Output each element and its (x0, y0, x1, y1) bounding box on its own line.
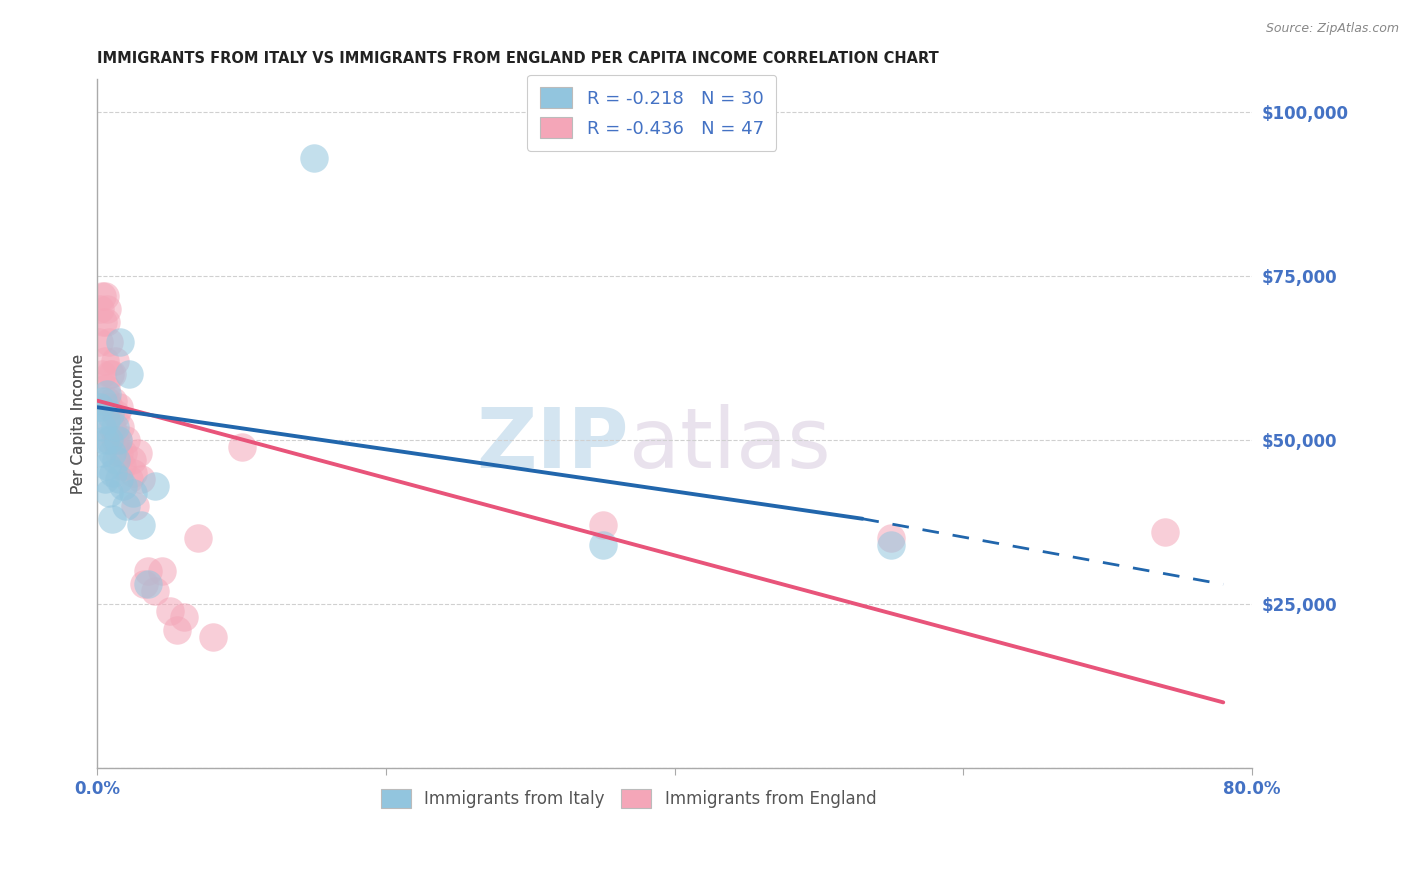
Point (101, 512, 124, 526)
Point (592, 518, 614, 533)
Point (122, 485, 145, 500)
Y-axis label: Per Capita Income: Per Capita Income (72, 353, 86, 493)
Point (110, 420, 132, 434)
Text: ZIP: ZIP (477, 404, 628, 485)
Point (115, 499, 138, 513)
Point (129, 518, 152, 533)
Point (173, 610, 195, 624)
Point (98, 407, 121, 421)
Point (90, 446, 112, 460)
Point (104, 420, 127, 434)
Point (94, 413, 117, 427)
Point (880, 538, 903, 552)
Point (93, 472, 115, 486)
Point (108, 401, 131, 415)
Y-axis label: Per Capita Income: Per Capita Income (72, 353, 86, 493)
Point (104, 433, 127, 447)
Point (201, 630, 224, 644)
Point (98, 368, 121, 382)
Point (108, 446, 131, 460)
Point (1154, 524, 1177, 539)
Point (159, 603, 181, 617)
Point (91, 393, 114, 408)
Point (101, 446, 124, 460)
Point (105, 452, 128, 467)
Point (87, 334, 110, 349)
Point (93, 354, 115, 368)
Point (110, 334, 132, 349)
Point (98, 433, 121, 447)
Point (122, 466, 145, 480)
Point (136, 564, 159, 578)
Point (118, 368, 141, 382)
Point (231, 440, 253, 454)
Point (127, 446, 149, 460)
Point (96, 301, 118, 316)
Point (592, 538, 614, 552)
Point (129, 472, 152, 486)
Point (96, 459, 118, 474)
Point (93, 433, 115, 447)
Point (90, 368, 112, 382)
Point (96, 387, 118, 401)
Point (101, 420, 124, 434)
Point (90, 420, 112, 434)
Point (124, 499, 146, 513)
Text: Source: ZipAtlas.com: Source: ZipAtlas.com (1265, 22, 1399, 36)
Point (96, 393, 118, 408)
Point (90, 289, 112, 303)
Text: atlas: atlas (628, 404, 831, 485)
Point (97, 433, 120, 447)
Legend: Immigrants from Italy, Immigrants from England: Immigrants from Italy, Immigrants from E… (374, 782, 883, 814)
Point (107, 433, 129, 447)
Point (150, 564, 173, 578)
Point (880, 532, 903, 546)
Text: IMMIGRANTS FROM ITALY VS IMMIGRANTS FROM ENGLAND PER CAPITA INCOME CORRELATION C: IMMIGRANTS FROM ITALY VS IMMIGRANTS FROM… (97, 51, 939, 66)
Point (121, 452, 143, 467)
Point (94, 381, 117, 395)
Point (132, 577, 155, 591)
Point (107, 433, 129, 447)
Point (97, 485, 120, 500)
Point (166, 624, 188, 638)
Point (104, 354, 127, 368)
Point (187, 532, 209, 546)
Point (302, 151, 325, 165)
Point (94, 315, 117, 329)
Point (101, 368, 124, 382)
Point (97, 401, 120, 415)
Point (103, 393, 125, 408)
Point (89, 401, 111, 415)
Point (103, 466, 125, 480)
Point (89, 301, 111, 316)
Point (136, 577, 159, 591)
Point (111, 459, 134, 474)
Point (91, 315, 114, 329)
Point (112, 479, 135, 493)
Point (105, 407, 128, 421)
Point (112, 446, 135, 460)
Point (143, 583, 166, 598)
Point (108, 472, 131, 486)
Point (93, 289, 115, 303)
Point (143, 479, 166, 493)
Point (115, 433, 138, 447)
Point (118, 472, 141, 486)
Point (97, 334, 120, 349)
